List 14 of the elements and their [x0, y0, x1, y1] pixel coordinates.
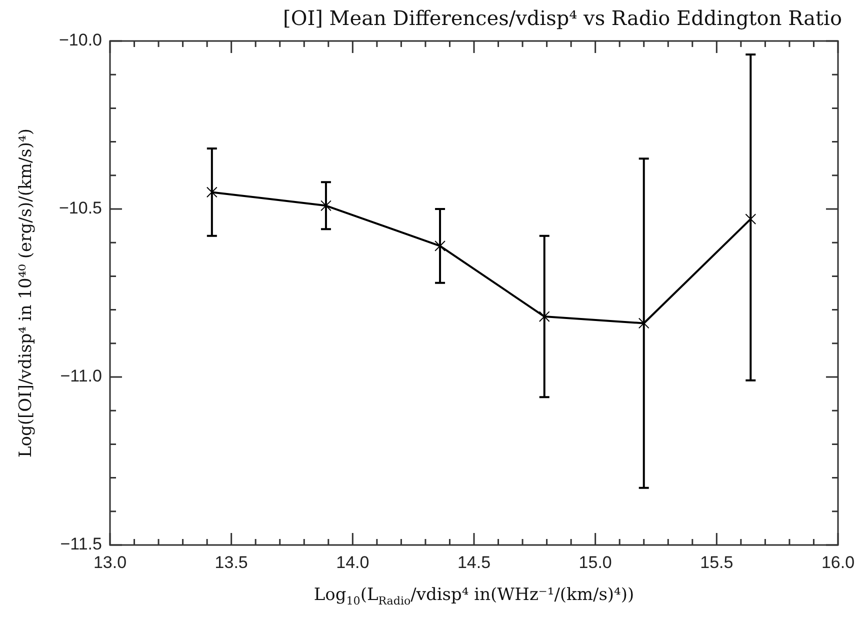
- x-tick-label: 14.0: [336, 552, 370, 572]
- y-tick-label: −11.0: [60, 366, 102, 386]
- y-tick-label: −10.0: [58, 30, 102, 50]
- x-tick-label: 13.5: [214, 552, 248, 572]
- x-tick-label: 14.5: [457, 552, 491, 572]
- x-tick-label: 15.5: [700, 552, 734, 572]
- y-axis-title: Log([OI]/vdisp⁴ in 10⁴⁰ (erg/s)/(km/s)⁴): [16, 128, 36, 458]
- x-tick-label: 15.0: [578, 552, 612, 572]
- x-tick-label: 13.0: [93, 552, 127, 572]
- y-tick-label: −10.5: [58, 198, 102, 218]
- x-tick-label: 16.0: [821, 552, 855, 572]
- y-tick-label: −11.5: [60, 534, 102, 554]
- chart-title: [OI] Mean Differences/vdisp⁴ vs Radio Eddington Ratio: [282, 6, 843, 30]
- x-axis-title: Log$_{10}$(L$_{Radio}$/vdisp⁴ in(WHz⁻¹/(km/s)⁴)): [312, 585, 636, 608]
